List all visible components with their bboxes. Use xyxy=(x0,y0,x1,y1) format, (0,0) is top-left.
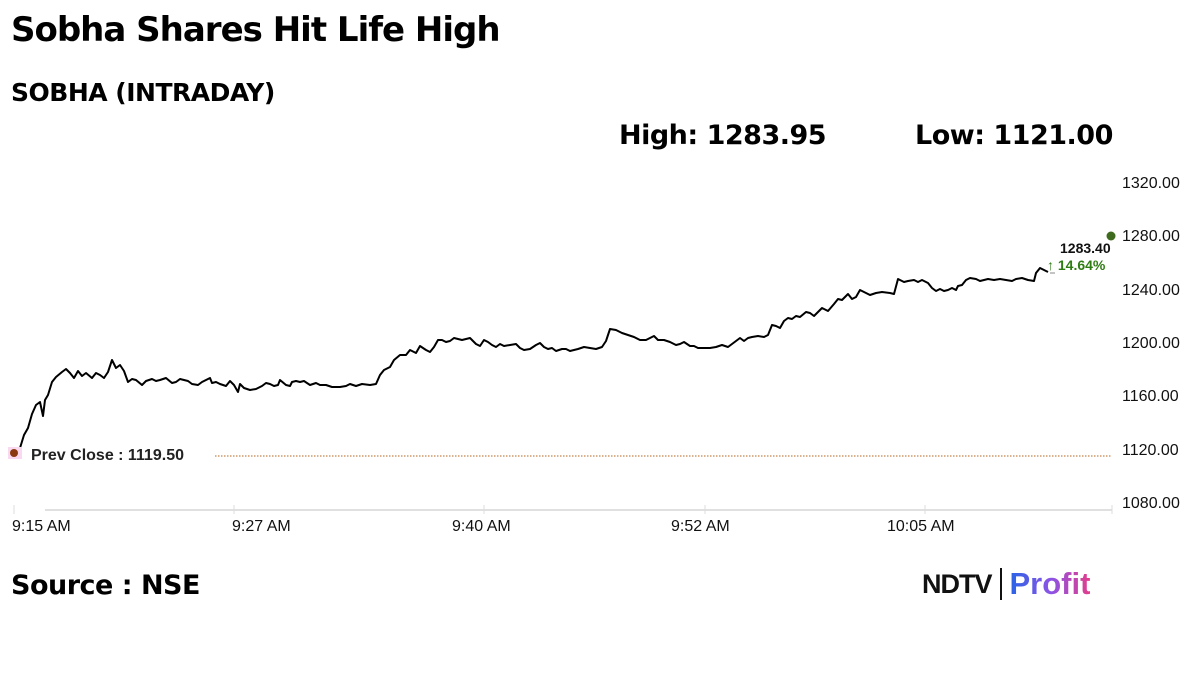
ndtv-profit-logo: NDTV Profit xyxy=(922,566,1090,602)
prev-close-dot xyxy=(10,449,18,457)
y-tick-label: 1120.00 xyxy=(1122,442,1179,459)
x-tick-label: 9:15 AM xyxy=(12,518,71,535)
y-tick-label: 1080.00 xyxy=(1122,495,1180,512)
day-high-stat: High: 1283.95 xyxy=(619,120,827,151)
x-tick-label: 9:52 AM xyxy=(671,518,730,535)
page-title: Sobha Shares Hit Life High xyxy=(11,10,501,50)
x-tick-label: 10:05 AM xyxy=(887,518,955,535)
logo-ndtv-text: NDTV xyxy=(922,568,992,599)
change-percent-label: ↑ 14.64% xyxy=(1047,257,1106,273)
logo-divider xyxy=(999,568,1002,600)
y-tick-label: 1280.00 xyxy=(1122,228,1180,245)
x-tick-label: 9:27 AM xyxy=(232,518,291,535)
last-price-label: 1283.40 xyxy=(1060,240,1111,256)
y-tick-label: 1240.00 xyxy=(1122,282,1180,299)
y-tick-label: 1160.00 xyxy=(1122,388,1179,405)
x-tick-label: 9:40 AM xyxy=(452,518,511,535)
last-price-dot[interactable] xyxy=(1106,231,1116,241)
day-low-stat: Low: 1121.00 xyxy=(915,120,1113,151)
source-label: Source : NSE xyxy=(11,570,200,601)
prev-close-label: Prev Close : 1119.50 xyxy=(31,447,188,465)
logo-profit-text: Profit xyxy=(1009,566,1091,601)
y-tick-label: 1200.00 xyxy=(1122,335,1180,352)
y-tick-label: 1320.00 xyxy=(1122,175,1180,192)
chart-subtitle: SOBHA (INTRADAY) xyxy=(11,78,275,107)
price-line xyxy=(13,267,1049,454)
